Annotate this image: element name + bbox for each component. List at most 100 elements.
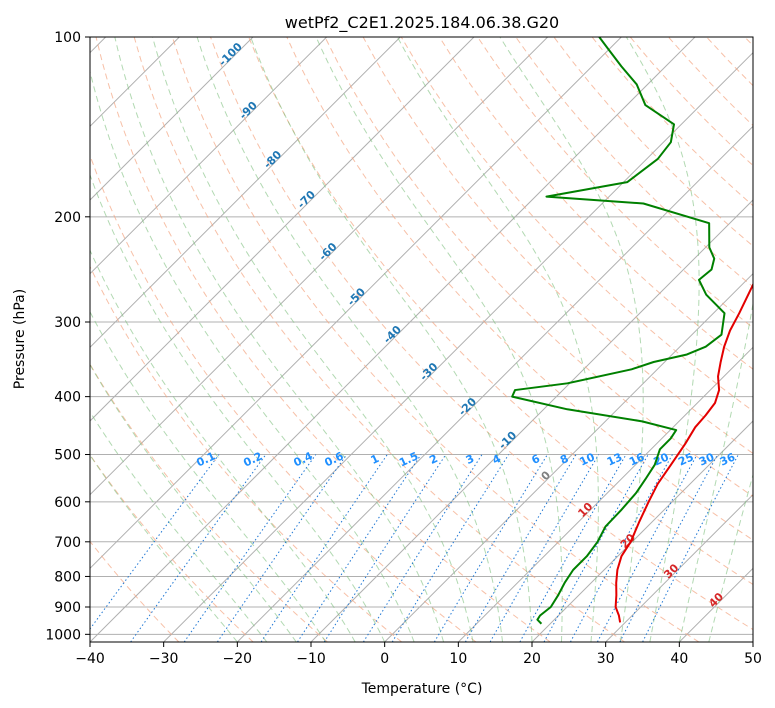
x-tick-label: 40 [670, 651, 688, 667]
dry-adiabat [362, 37, 753, 455]
moist-adiabat [196, 37, 504, 642]
mixing-ratio-line [569, 454, 673, 642]
chart-title: wetPf2_C2E1.2025.184.06.38.G20 [285, 13, 559, 33]
moist-adiabat [152, 37, 474, 642]
mixing-ratio-label: 25 [676, 450, 695, 468]
mixing-ratio-label: 1.5 [397, 450, 420, 470]
x-tick-label: −20 [223, 651, 253, 667]
y-tick-label: 500 [54, 448, 81, 464]
temperature-profile [614, 282, 753, 623]
x-tick-label: 30 [597, 651, 615, 667]
dry-adiabat [591, 37, 753, 207]
isotherm-label: -50 [345, 285, 368, 308]
dry-adiabat [324, 37, 753, 498]
mixing-ratio-label: 30 [697, 450, 717, 468]
mixing-ratio-line [216, 454, 348, 642]
isotherm-label: -20 [456, 395, 479, 418]
isotherm-line [531, 420, 753, 642]
x-axis-label: Temperature (°C) [361, 681, 483, 697]
moist-adiabat [90, 363, 297, 642]
mixing-ratio-label: 10 [578, 450, 598, 468]
mixing-ratio-line [130, 454, 267, 642]
isotherm-line [90, 37, 401, 349]
isotherm-line [90, 37, 696, 642]
y-tick-label: 200 [54, 210, 81, 226]
mixing-ratio-line [489, 454, 600, 642]
isotherm-label: -80 [261, 148, 284, 171]
dry-adiabat [668, 37, 753, 127]
isotherm-label: -10 [496, 429, 519, 452]
moist-adiabat [90, 411, 268, 642]
dry-adiabat [90, 453, 254, 642]
isotherm-line [90, 37, 328, 275]
y-tick-label: 600 [54, 495, 81, 511]
moist-adiabat [625, 37, 700, 642]
mixing-ratio-label: 0.2 [241, 450, 264, 470]
pressure-gridlines [90, 37, 753, 635]
isotherm-line [90, 37, 622, 570]
x-tick-label: −10 [296, 651, 326, 667]
y-tick-label: 100 [54, 30, 81, 46]
y-tick-label: 1000 [45, 627, 81, 643]
moist-adiabat [708, 473, 753, 642]
dry-adiabat [248, 37, 753, 586]
mixing-ratio-line [183, 454, 317, 642]
isotherm-line [457, 346, 753, 642]
y-tick-label: 300 [54, 315, 81, 331]
mixing-ratio-line [323, 454, 447, 642]
mixing-ratio-label: 0.1 [194, 450, 217, 470]
x-tick-label: 10 [449, 651, 467, 667]
isotherm-label: -100 [216, 40, 245, 69]
isotherm-line [163, 51, 753, 642]
dry-adiabat [477, 37, 753, 329]
isotherm-line [90, 37, 254, 201]
y-tick-label: 900 [54, 600, 81, 616]
x-tick-label: 20 [523, 651, 541, 667]
moist-adiabat-lines [90, 37, 753, 642]
dry-adiabat [133, 37, 625, 642]
mixing-ratio-line [519, 454, 627, 642]
mixing-ratio-label: 36 [718, 450, 738, 468]
x-axis-ticks: −40 −30 −20 −10 0 10 20 30 40 50 [75, 642, 762, 667]
isotherm-line [752, 641, 753, 642]
dry-adiabat [90, 265, 403, 642]
moist-adiabat [499, 37, 644, 642]
isotherm-line [384, 272, 753, 642]
dry-adiabat [515, 37, 753, 288]
mixing-ratio-label: 16 [627, 450, 647, 468]
isotherm-line [90, 37, 549, 496]
isotherm-label: 10 [575, 500, 595, 520]
isotherm-label: -30 [417, 360, 440, 383]
isotherm-label: -60 [316, 240, 339, 263]
dry-adiabat [90, 363, 328, 642]
y-tick-label: 400 [54, 390, 81, 406]
dry-adiabat [210, 37, 753, 631]
y-tick-label: 800 [54, 569, 81, 585]
moist-adiabat [678, 301, 753, 642]
isotherm-label: -70 [295, 188, 318, 211]
x-tick-label: −40 [75, 651, 105, 667]
sounding-profiles [511, 37, 753, 625]
isotherm-label: -90 [237, 99, 260, 122]
isotherm-line [236, 125, 753, 642]
mixing-ratio-label: 13 [605, 450, 624, 468]
mixing-ratio-line [260, 454, 388, 642]
mixing-ratio-line [90, 454, 220, 630]
moist-adiabat [396, 37, 599, 642]
dry-adiabat [439, 37, 753, 370]
dry-adiabat [286, 37, 753, 541]
y-axis-label: Pressure (hPa) [12, 289, 28, 389]
isotherm-line [605, 493, 753, 642]
plot-frame [89, 36, 754, 643]
isotherm-line [90, 37, 475, 422]
mixing-ratio-line [619, 454, 719, 642]
dry-adiabat-lines [90, 37, 753, 642]
x-tick-label: 0 [380, 651, 389, 667]
mixing-ratio-label: 20 [652, 450, 672, 468]
moist-adiabat [90, 69, 415, 642]
isotherm-line [310, 199, 753, 642]
dry-adiabat [95, 37, 551, 642]
isotherm-label: 30 [661, 561, 681, 581]
moist-adiabat [90, 454, 238, 642]
